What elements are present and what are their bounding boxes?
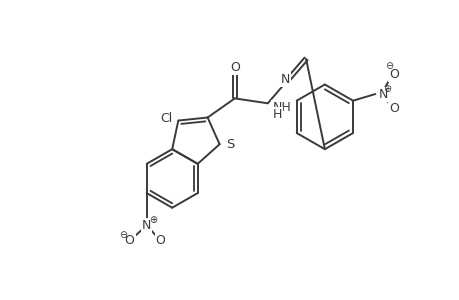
Text: ⊖: ⊖ [119, 230, 127, 240]
Text: O: O [155, 234, 165, 247]
Text: H: H [272, 108, 281, 121]
Text: O: O [124, 234, 134, 247]
Text: ⊕: ⊕ [149, 215, 157, 225]
Text: O: O [388, 102, 398, 115]
Text: N: N [378, 88, 387, 100]
Text: N: N [142, 219, 151, 232]
Text: ⊖: ⊖ [384, 61, 392, 71]
Text: NH: NH [272, 101, 291, 114]
Text: ⊕: ⊕ [382, 84, 390, 94]
Text: O: O [230, 61, 239, 74]
Text: Cl: Cl [160, 112, 173, 125]
Text: O: O [388, 68, 398, 80]
Text: N: N [280, 73, 290, 86]
Text: S: S [225, 138, 234, 151]
